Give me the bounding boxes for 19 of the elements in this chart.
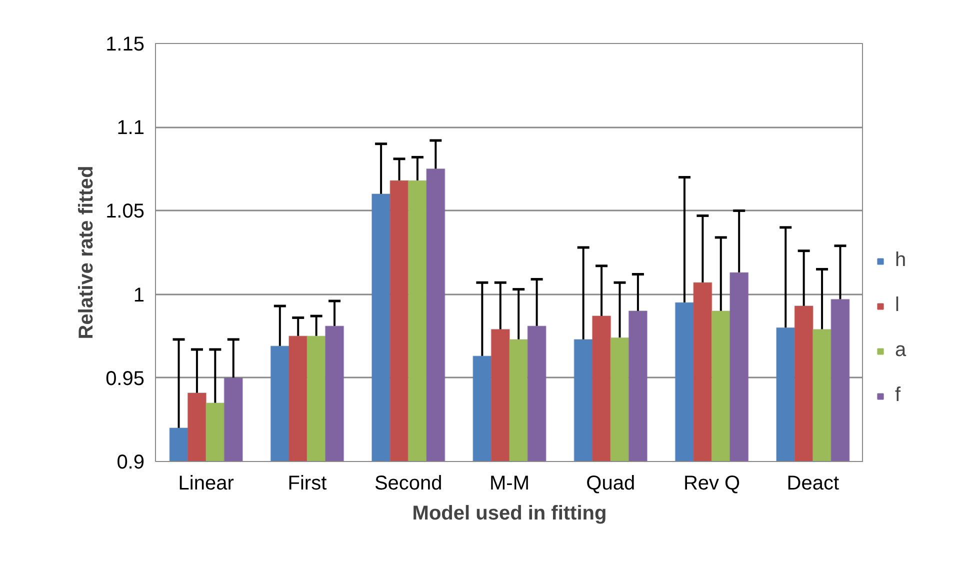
y-tick-label: 1.15 <box>106 34 145 56</box>
y-tick-label: 1.1 <box>116 117 145 140</box>
x-tick-label: Linear <box>178 472 234 494</box>
legend-label: h <box>895 249 908 272</box>
y-tick-label: 1 <box>133 284 144 306</box>
y-tick-label: 0.95 <box>106 368 145 390</box>
y-tick-label: 1.05 <box>106 200 145 223</box>
y-tick-label: 0.9 <box>116 452 145 474</box>
x-tick-label: M-M <box>490 472 530 494</box>
x-tick-label: Rev Q <box>683 472 740 494</box>
x-tick-label: Second <box>374 472 442 494</box>
x-axis-title: Model used in fitting <box>412 502 607 524</box>
x-tick-label: Deact <box>786 472 840 494</box>
y-axis-title: Relative rate fitted <box>76 166 98 340</box>
legend-label: f <box>895 384 902 407</box>
x-tick-label: First <box>288 472 328 494</box>
legend-label: l <box>895 294 900 317</box>
legend-label: a <box>895 339 908 362</box>
x-tick-label: Quad <box>586 472 636 494</box>
